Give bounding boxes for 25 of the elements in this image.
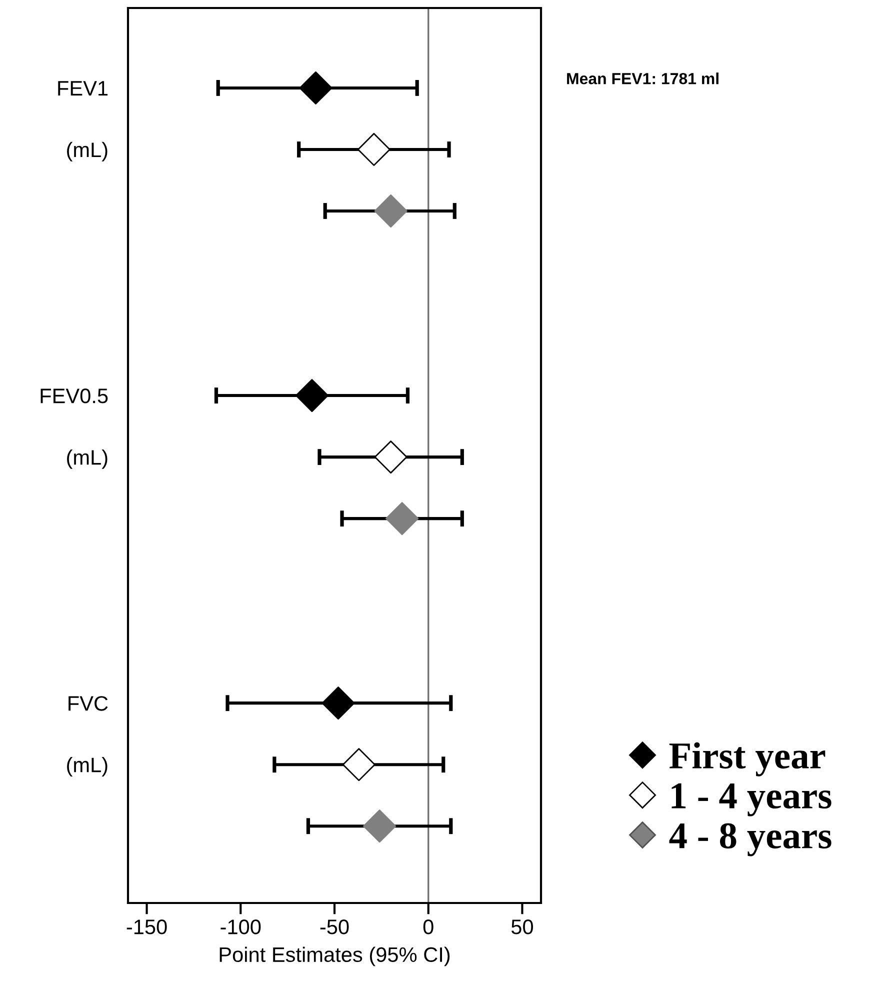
point (322, 686, 355, 720)
text: Mean FEV1: 1781 ml (567, 72, 718, 84)
point (299, 71, 332, 104)
y-tick-label: FEV0.5 (40, 388, 108, 404)
legend-label: First year (669, 742, 826, 776)
point (363, 810, 396, 843)
point (374, 194, 408, 228)
x-axis-title: Point Estimates (95% CI) (220, 946, 450, 966)
point (374, 440, 408, 474)
y-tick-label: FEV1 (58, 81, 108, 96)
point (357, 132, 390, 166)
y-tick-label: (mL) (67, 142, 108, 162)
x-tick-label: -100 (220, 920, 261, 934)
point (295, 378, 329, 412)
y-tick-label: (mL) (67, 449, 108, 469)
x-tick-label: 0 (423, 920, 434, 934)
legend-label: 1 - 4 years (672, 783, 832, 816)
point (342, 748, 376, 782)
point (386, 502, 419, 536)
x-tick-label: 50 (511, 920, 533, 934)
x-tick-label: -150 (126, 920, 167, 934)
y-tick-label: FVC (68, 696, 108, 711)
x-tick-label: -50 (320, 920, 349, 934)
legend-label: 4 - 8 years (669, 823, 832, 856)
y-tick-label: (mL) (67, 757, 108, 776)
